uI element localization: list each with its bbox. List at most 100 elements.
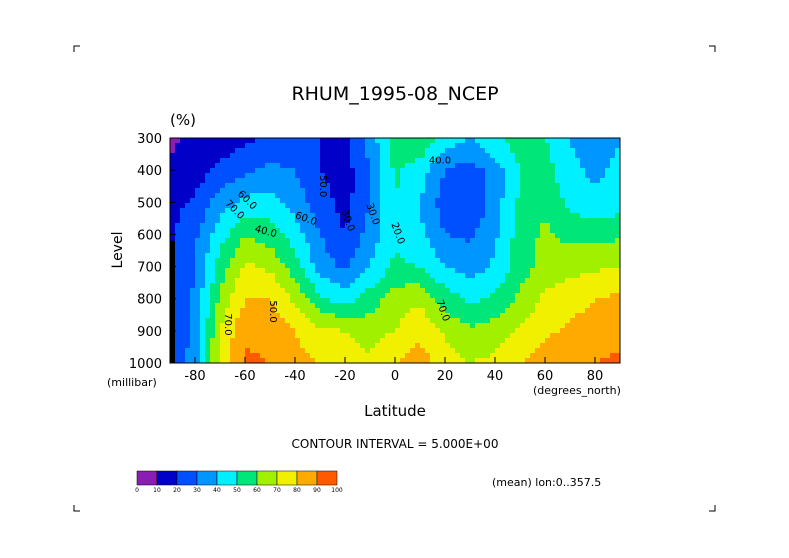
contour-cell	[425, 163, 431, 169]
contour-cell	[615, 323, 621, 329]
contour-cell	[295, 203, 301, 209]
contour-cell	[175, 353, 181, 359]
contour-cell	[425, 143, 431, 149]
contour-cell	[615, 228, 621, 234]
contour-cell	[550, 343, 556, 349]
contour-cell	[525, 338, 531, 344]
contour-cell	[290, 343, 296, 349]
contour-cell	[460, 253, 466, 259]
contour-cell	[265, 238, 271, 244]
contour-cell	[545, 343, 551, 349]
contour-cell	[535, 333, 541, 339]
contour-cell	[190, 288, 196, 294]
contour-cell	[215, 313, 221, 319]
contour-cell	[435, 173, 441, 179]
contour-cell	[510, 263, 516, 269]
contour-cell	[315, 303, 321, 309]
contour-cell	[245, 343, 251, 349]
contour-cell	[285, 283, 291, 289]
contour-cell	[250, 143, 256, 149]
contour-cell	[330, 338, 336, 344]
contour-cell	[315, 208, 321, 214]
contour-cell	[450, 233, 456, 239]
contour-cell	[210, 268, 216, 274]
contour-cell	[335, 313, 341, 319]
contour-cell	[590, 278, 596, 284]
contour-cell	[225, 163, 231, 169]
contour-cell	[460, 218, 466, 224]
contour-cell	[300, 148, 306, 154]
contour-cell	[560, 143, 566, 149]
contour-cell	[285, 353, 291, 359]
contour-cell	[290, 183, 296, 189]
contour-cell	[270, 268, 276, 274]
contour-cell	[295, 233, 301, 239]
contour-cell	[550, 248, 556, 254]
contour-cell	[580, 308, 586, 314]
contour-cell	[420, 188, 426, 194]
contour-cell	[510, 198, 516, 204]
contour-cell	[595, 253, 601, 259]
contour-cell	[555, 193, 561, 199]
contour-cell	[520, 258, 526, 264]
contour-cell	[250, 153, 256, 159]
contour-cell	[340, 233, 346, 239]
contour-cell	[320, 173, 326, 179]
contour-cell	[585, 258, 591, 264]
contour-cell	[295, 328, 301, 334]
contour-cell	[240, 188, 246, 194]
contour-cell	[295, 358, 301, 364]
contour-cell	[335, 263, 341, 269]
contour-cell	[275, 208, 281, 214]
contour-cell	[560, 333, 566, 339]
contour-cell	[455, 178, 461, 184]
contour-cell	[340, 263, 346, 269]
contour-cell	[470, 168, 476, 174]
contour-cell	[335, 158, 341, 164]
contour-cell	[180, 303, 186, 309]
contour-cell	[345, 278, 351, 284]
contour-cell	[360, 173, 366, 179]
contour-cell	[225, 198, 231, 204]
contour-cell	[425, 348, 431, 354]
contour-cell	[300, 358, 306, 364]
contour-cell	[225, 273, 231, 279]
contour-cell	[440, 168, 446, 174]
y-tick-label: 600	[137, 228, 162, 243]
contour-cell	[415, 313, 421, 319]
contour-cell	[185, 213, 191, 219]
contour-cell	[355, 258, 361, 264]
contour-cell	[180, 323, 186, 329]
contour-cell	[540, 268, 546, 274]
contour-cell	[300, 298, 306, 304]
contour-cell	[435, 243, 441, 249]
contour-cell	[300, 328, 306, 334]
contour-cell	[360, 153, 366, 159]
contour-cell	[445, 163, 451, 169]
contour-cell	[220, 158, 226, 164]
contour-cell	[200, 333, 206, 339]
contour-cell	[600, 238, 606, 244]
contour-cell	[345, 348, 351, 354]
contour-cell	[220, 288, 226, 294]
contour-cell	[185, 198, 191, 204]
contour-cell	[425, 228, 431, 234]
contour-cell	[535, 353, 541, 359]
contour-cell	[605, 353, 611, 359]
contour-cell	[505, 268, 511, 274]
contour-cell	[215, 253, 221, 259]
contour-cell	[185, 143, 191, 149]
contour-cell	[230, 198, 236, 204]
contour-cell	[510, 168, 516, 174]
contour-cell	[340, 213, 346, 219]
contour-cell	[205, 148, 211, 154]
contour-cell	[360, 283, 366, 289]
contour-cell	[230, 218, 236, 224]
contour-cell	[610, 293, 616, 299]
contour-cell	[195, 263, 201, 269]
contour-cell	[530, 293, 536, 299]
contour-cell	[460, 333, 466, 339]
contour-cell	[315, 353, 321, 359]
contour-cell	[390, 213, 396, 219]
contour-cell	[500, 148, 506, 154]
